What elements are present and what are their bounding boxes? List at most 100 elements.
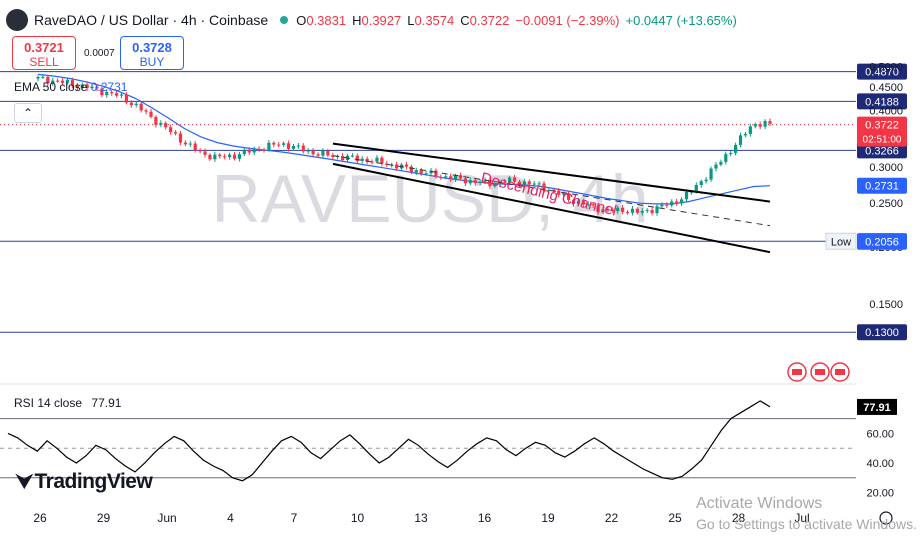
windows-activation-notice: Activate Windows Go to Settings to activ… bbox=[696, 494, 917, 534]
rsi-axis-tick: 40.00 bbox=[866, 458, 894, 470]
candle-body bbox=[576, 200, 581, 204]
price-tag-countdown: 02:51:00 bbox=[863, 135, 902, 146]
candle-body bbox=[719, 161, 723, 165]
candle-body bbox=[365, 158, 369, 162]
ema-legend[interactable]: EMA 50 close 0.2731 bbox=[14, 80, 127, 94]
candle-body bbox=[129, 102, 133, 106]
candle-body bbox=[262, 149, 266, 151]
candle-body bbox=[213, 154, 217, 160]
candle-body bbox=[694, 185, 698, 192]
time-axis-tick: 19 bbox=[541, 511, 555, 525]
ohlc-low-label: L bbox=[407, 12, 415, 28]
candle-body bbox=[498, 181, 502, 185]
candle-body bbox=[743, 133, 748, 136]
ohlc-close: 0.3722 bbox=[469, 12, 510, 28]
candle-body bbox=[611, 209, 615, 212]
time-axis-tick: 29 bbox=[97, 511, 111, 525]
candle-body bbox=[218, 154, 222, 157]
candle-body bbox=[434, 170, 438, 178]
candle-body bbox=[242, 149, 246, 155]
price-tag-label: 0.2056 bbox=[865, 237, 899, 249]
candle-body bbox=[738, 135, 743, 145]
channel-lower-line bbox=[332, 162, 771, 254]
candle-body bbox=[532, 183, 536, 185]
chevron-up-icon: ⌃ bbox=[22, 106, 34, 120]
buy-price: 0.3728 bbox=[132, 40, 172, 55]
buy-label: BUY bbox=[139, 55, 165, 69]
buy-button[interactable]: 0.3728 BUY bbox=[120, 36, 184, 70]
price-tag bbox=[857, 177, 907, 194]
candle-body bbox=[684, 192, 689, 200]
windows-activation-title: Activate Windows bbox=[696, 495, 823, 512]
candle-body bbox=[360, 158, 364, 161]
candle-body bbox=[542, 183, 546, 191]
flag-stripe-icon bbox=[835, 369, 845, 375]
candle-body bbox=[527, 181, 531, 185]
price-axis-tick: 0.5000 bbox=[869, 61, 903, 73]
candle-body bbox=[282, 143, 286, 145]
candle-body bbox=[60, 80, 65, 83]
candle-body bbox=[591, 204, 595, 206]
candle-body bbox=[375, 157, 379, 162]
candle-body bbox=[247, 149, 251, 153]
candle-body bbox=[65, 79, 70, 83]
ohlc-low: 0.3574 bbox=[414, 12, 455, 28]
candle-body bbox=[699, 181, 703, 186]
candle-body bbox=[729, 152, 733, 155]
time-axis-tick: 28 bbox=[732, 511, 746, 525]
price-axis-tick: 0.1500 bbox=[869, 299, 903, 311]
symbol-title[interactable]: RaveDAO / US Dollar · 4h · Coinbase bbox=[34, 12, 269, 28]
candle-body bbox=[208, 154, 212, 160]
candle-body bbox=[164, 123, 168, 128]
candle-body bbox=[95, 86, 99, 89]
flag-stripe-icon bbox=[815, 369, 825, 375]
candle-body bbox=[144, 110, 148, 112]
candle-body bbox=[296, 145, 300, 147]
horizontal-level-tag bbox=[857, 63, 907, 80]
candle-body bbox=[100, 88, 104, 96]
candle-body bbox=[306, 150, 310, 152]
candle-body bbox=[645, 210, 649, 212]
ema-legend-value: 0.2731 bbox=[90, 80, 128, 94]
candle-body bbox=[419, 170, 423, 174]
candle-body bbox=[36, 77, 40, 79]
price-tag-label: 0.2731 bbox=[865, 181, 899, 193]
rsi-axis-tick: 60.00 bbox=[866, 428, 894, 440]
candle-body bbox=[409, 166, 413, 173]
candle-body bbox=[198, 150, 202, 152]
candle-body bbox=[149, 111, 153, 117]
candle-body bbox=[508, 177, 512, 183]
candle-body bbox=[449, 176, 453, 180]
candle-body bbox=[316, 154, 320, 156]
ohlc-close-label: C bbox=[460, 12, 470, 28]
rsi-value-tag bbox=[857, 398, 897, 415]
candle-body bbox=[227, 154, 232, 158]
candle-body bbox=[714, 164, 718, 169]
candle-body bbox=[159, 123, 163, 125]
candle-body bbox=[286, 143, 291, 149]
horizontal-level-label: 0.1300 bbox=[865, 327, 899, 339]
sell-button[interactable]: 0.3721 SELL bbox=[12, 36, 76, 70]
candle-body bbox=[503, 181, 507, 183]
candle-body bbox=[621, 207, 625, 212]
sell-price: 0.3721 bbox=[24, 40, 64, 55]
candle-body bbox=[277, 144, 281, 146]
candle-body bbox=[370, 161, 374, 163]
ohlc-high-label: H bbox=[352, 12, 362, 28]
ohlc-open: 0.3831 bbox=[306, 12, 347, 28]
candle-body bbox=[557, 190, 561, 195]
candle-body bbox=[85, 84, 89, 89]
candle-body bbox=[601, 209, 605, 213]
tradingview-logo[interactable]: ⮟TradingView bbox=[16, 470, 153, 494]
ohlc-high: 0.3927 bbox=[361, 12, 402, 28]
price-axis-tick: 0.4000 bbox=[869, 105, 903, 117]
collapse-indicators-button[interactable]: ⌃ bbox=[14, 103, 42, 123]
rsi-legend[interactable]: RSI 14 close 77.91 bbox=[14, 396, 121, 410]
candle-body bbox=[463, 178, 468, 184]
candle-body bbox=[571, 199, 576, 204]
candle-body bbox=[321, 150, 325, 156]
candle-body bbox=[635, 208, 639, 213]
candle-body bbox=[493, 184, 497, 187]
windows-activation-subtitle: Go to Settings to activate Windows. bbox=[696, 516, 917, 532]
